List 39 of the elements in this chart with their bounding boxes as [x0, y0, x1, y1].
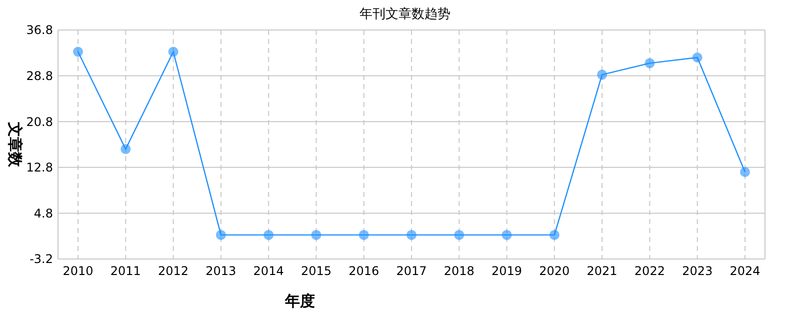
point: [120, 144, 131, 154]
x-tick-label: 2021: [586, 264, 618, 278]
y-tick-label: 36.8: [26, 23, 53, 38]
x-axis-title: 年度: [284, 292, 315, 310]
x-tick-label: 2017: [396, 264, 427, 278]
point: [597, 70, 608, 80]
point: [644, 58, 655, 68]
point: [311, 230, 322, 240]
point: [549, 230, 560, 240]
x-tick-label: 2020: [539, 264, 570, 278]
x-tick-label: 2023: [682, 264, 713, 278]
point: [740, 166, 750, 177]
point: [264, 230, 274, 240]
y-axis-title: 文章数: [6, 121, 24, 168]
y-tick-label: 4.8: [34, 206, 53, 220]
point: [216, 230, 226, 240]
y-tick-label: -3.2: [30, 252, 53, 266]
point: [692, 52, 702, 62]
x-tick-label: 2012: [158, 264, 189, 278]
x-tick-label: 2015: [300, 264, 332, 278]
y-tick-label: 20.8: [26, 114, 53, 129]
x-tick-label: 2013: [206, 264, 236, 278]
x-tick-label: 2022: [634, 264, 665, 278]
x-tick-label: 2016: [348, 264, 380, 278]
x-tick-label: 2018: [444, 264, 474, 278]
x-tick-label: 2014: [253, 264, 284, 278]
point: [168, 46, 178, 57]
y-tick-label: 12.8: [26, 160, 53, 175]
y-tick-label: 28.8: [26, 69, 53, 83]
chart-title: 年刊文章数趋势: [360, 7, 450, 22]
point: [502, 230, 512, 240]
x-tick-label: 2024: [730, 264, 760, 278]
point: [73, 46, 84, 57]
x-tick-label: 2011: [110, 264, 141, 278]
point: [454, 230, 464, 240]
point: [406, 230, 416, 240]
x-tick-label: 2019: [492, 264, 522, 278]
x-tick-label: 2010: [62, 264, 94, 278]
point: [358, 230, 369, 240]
